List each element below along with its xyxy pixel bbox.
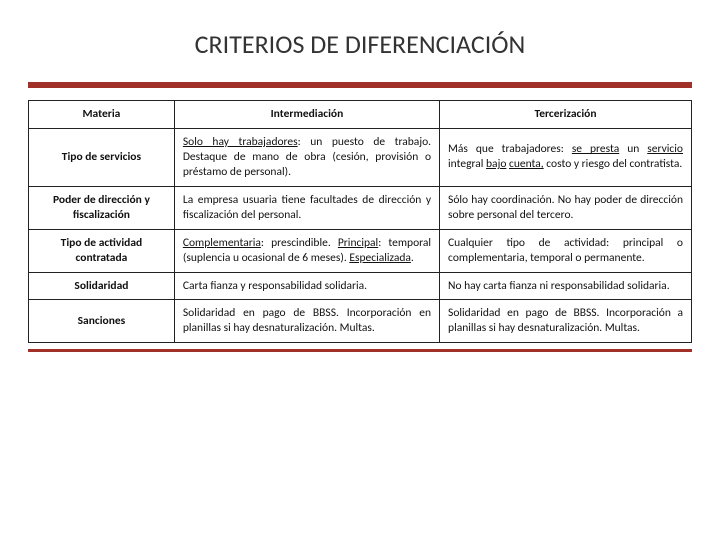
accent-bar-bottom: [28, 349, 692, 352]
cell: Más que trabajadores: se presta un servi…: [440, 128, 692, 186]
cell: Solidaridad en pago de BBSS. Incorporaci…: [440, 300, 692, 343]
cell: No hay carta fianza ni responsabilidad s…: [440, 272, 692, 300]
table-row: Poder de dirección y fiscalización La em…: [29, 186, 692, 229]
criteria-table: Materia Intermediación Tercerización Tip…: [28, 100, 692, 343]
cell: Cualquier tipo de actividad: principal o…: [440, 229, 692, 272]
cell: Solidaridad en pago de BBSS. Incorporaci…: [174, 300, 439, 343]
table-row: Tipo de actividad contratada Complementa…: [29, 229, 692, 272]
row-label: Tipo de actividad contratada: [29, 229, 175, 272]
cell: Complementaria: prescindible. Principal:…: [174, 229, 439, 272]
table-header-row: Materia Intermediación Tercerización: [29, 101, 692, 129]
row-label: Tipo de servicios: [29, 128, 175, 186]
cell: La empresa usuaria tiene facultades de d…: [174, 186, 439, 229]
table-row: Solidaridad Carta fianza y responsabilid…: [29, 272, 692, 300]
row-label: Poder de dirección y fiscalización: [29, 186, 175, 229]
cell: Solo hay trabajadores: un puesto de trab…: [174, 128, 439, 186]
page-title: CRITERIOS DE DIFERENCIACIÓN: [28, 28, 692, 60]
row-label: Sanciones: [29, 300, 175, 343]
row-label: Solidaridad: [29, 272, 175, 300]
cell: Carta fianza y responsabilidad solidaria…: [174, 272, 439, 300]
table-row: Sanciones Solidaridad en pago de BBSS. I…: [29, 300, 692, 343]
cell: Sólo hay coordinación. No hay poder de d…: [440, 186, 692, 229]
accent-bar-top: [28, 82, 692, 88]
col-header-materia: Materia: [29, 101, 175, 129]
col-header-intermediacion: Intermediación: [174, 101, 439, 129]
table-row: Tipo de servicios Solo hay trabajadores:…: [29, 128, 692, 186]
col-header-tercerizacion: Tercerización: [440, 101, 692, 129]
